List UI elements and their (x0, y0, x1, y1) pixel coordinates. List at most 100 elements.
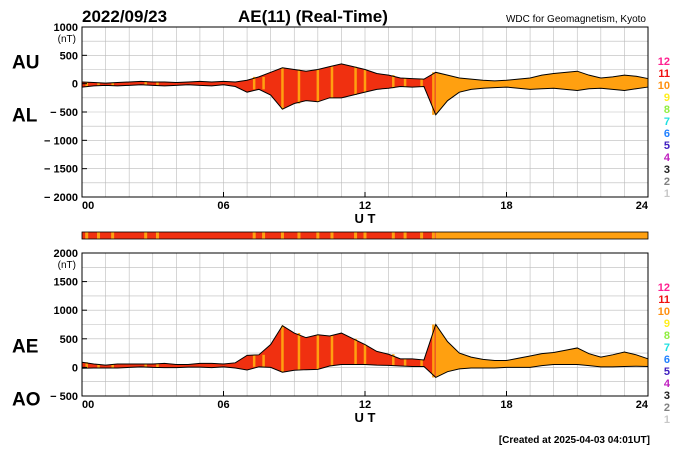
plot-title: AE(11) (Real-Time) (238, 7, 388, 26)
x-tick-label: 18 (500, 399, 512, 411)
level-scale-label: 12 (658, 282, 670, 294)
level-scale-label: 10 (658, 306, 670, 318)
level-scale-label: 11 (658, 294, 670, 306)
strip-mark (155, 232, 159, 239)
strip-mark (420, 232, 424, 239)
area-fill-primary (82, 324, 436, 378)
level-scale-label: 6 (664, 128, 670, 140)
y-tick-label: − 1500 (44, 164, 78, 176)
level-scale-label: 1 (664, 414, 670, 426)
level-scale-label: 7 (664, 116, 670, 128)
strip-frame (81, 231, 649, 240)
series-line-ao (81, 364, 649, 379)
y-tick-label: 0 (72, 362, 78, 374)
y-tick-label: 1000 (54, 305, 78, 317)
y-tick-label: 1500 (54, 277, 78, 289)
au-al-grid (82, 27, 648, 197)
x-tick-label: 00 (82, 399, 94, 411)
level-scale-label: 5 (664, 140, 670, 152)
strip-mark (297, 232, 301, 239)
series-line-al (81, 84, 649, 116)
strip-mark (85, 232, 89, 239)
strip-mark (144, 232, 148, 239)
strip-mark (431, 232, 435, 239)
y-tick-label: − 500 (50, 107, 78, 119)
level-scale-label: 10 (658, 80, 670, 92)
area-fill-secondary (435, 324, 648, 378)
strip-segment (82, 232, 436, 239)
level-scale-label: 7 (664, 342, 670, 354)
y-tick-label: 2000 (54, 248, 78, 260)
series-line-ae (81, 323, 649, 366)
x-tick-label: 00 (82, 200, 94, 212)
level-scale-label: 4 (664, 152, 671, 164)
strip-mark (391, 232, 395, 239)
level-scale-label: 8 (664, 330, 670, 342)
series-line-au (81, 63, 649, 84)
ae-ao-lines (81, 323, 649, 379)
strip-mark (330, 232, 334, 239)
y-tick-label: − 2000 (44, 192, 78, 204)
ae-ao-unit: (nT) (58, 260, 76, 271)
y-tick-label: 0 (72, 79, 78, 91)
ae-label: AE (12, 336, 38, 357)
x-tick-label: 06 (217, 200, 229, 212)
level-scale-label: 4 (664, 378, 671, 390)
x-tick-label: 18 (500, 200, 512, 212)
strip-mark (363, 232, 367, 239)
y-tick-label: − 500 (50, 391, 78, 403)
au-al-unit: (nT) (58, 34, 76, 45)
y-tick-label: 1000 (54, 22, 78, 34)
x-tick-label: 24 (636, 200, 649, 212)
y-tick-label: 500 (60, 334, 78, 346)
x-tick-label: 12 (359, 200, 371, 212)
x-tick-label: 24 (636, 399, 649, 411)
strip-mark (354, 232, 358, 239)
au-al-y-tick-labels: 1000 500 0 − 500 − 1000 − 1500 − 2000 (44, 22, 87, 204)
level-scale-label: 3 (664, 164, 670, 176)
ae-ao-y-tick-labels: 2000 1500 1000 500 0 − 500 (50, 248, 87, 403)
area-fill-secondary (435, 71, 648, 115)
y-tick-label: − 1000 (44, 135, 78, 147)
strip-mark (97, 232, 101, 239)
level-scale-label: 9 (664, 318, 670, 330)
strip-mark (403, 232, 407, 239)
ao-label: AO (12, 389, 41, 410)
level-scale-label: 1 (664, 188, 670, 200)
level-scale-label: 6 (664, 354, 670, 366)
created-timestamp: [Created at 2025-04-03 04:01UT] (499, 435, 650, 446)
au-label: AU (12, 53, 39, 74)
level-scale-label: 11 (658, 68, 670, 80)
au-al-x-axis-label: U T (355, 211, 376, 226)
level-scale-label: 2 (664, 176, 670, 188)
au-al-x-tick-labels: 00 06 12 18 24 (81, 192, 649, 212)
level-scale-label: 12 (658, 56, 670, 68)
level-scale-label: 3 (664, 390, 670, 402)
strip-mark (262, 232, 266, 239)
y-tick-label: 500 (60, 50, 78, 62)
ae-ao-x-axis-label: U T (355, 410, 376, 425)
level-scale-label: 9 (664, 92, 670, 104)
x-tick-label: 06 (217, 399, 229, 411)
au-al-lines (81, 63, 649, 116)
ae-ao-x-tick-labels: 00 06 12 18 24 (81, 391, 649, 411)
level-scale-label: 8 (664, 104, 670, 116)
strip-mark (111, 232, 115, 239)
data-source: WDC for Geomagnetism, Kyoto (506, 14, 646, 25)
ae-ao-grid (82, 253, 648, 396)
strip-mark (280, 232, 284, 239)
strip-mark (316, 232, 320, 239)
al-label: AL (12, 106, 38, 127)
level-scale-label: 2 (664, 402, 670, 414)
station-status-strip (81, 231, 649, 240)
plot-date: 2022/09/23 (82, 7, 167, 26)
x-tick-label: 12 (359, 399, 371, 411)
strip-segment (435, 232, 648, 239)
strip-mark (252, 232, 256, 239)
level-scale-label: 5 (664, 366, 670, 378)
